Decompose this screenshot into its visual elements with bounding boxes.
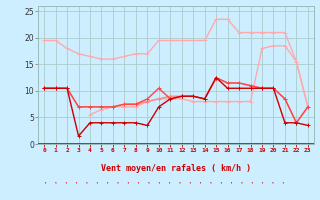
X-axis label: Vent moyen/en rafales ( km/h ): Vent moyen/en rafales ( km/h ) [101, 164, 251, 173]
